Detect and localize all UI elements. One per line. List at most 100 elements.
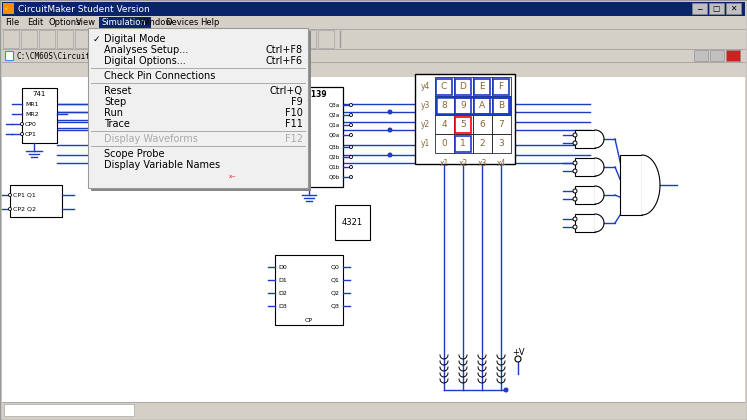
Text: ✓: ✓ [93, 34, 101, 44]
Circle shape [228, 142, 232, 147]
Bar [456, 97, 471, 113]
Text: Ctrl+Q: Ctrl+Q [270, 86, 303, 96]
Bar [575, 158, 595, 176]
Text: Q2: Q2 [331, 291, 340, 296]
Bar [174, 30, 190, 48]
Circle shape [228, 102, 232, 107]
Text: Reset: Reset [104, 86, 131, 96]
Text: Step: Step [104, 97, 126, 107]
Bar [2, 402, 745, 418]
Text: Display Waveforms: Display Waveforms [104, 134, 198, 144]
Text: Q0b: Q0b [329, 174, 340, 179]
Bar [5, 51, 13, 60]
Circle shape [228, 120, 232, 124]
Text: A1b: A1b [278, 144, 289, 150]
Text: Options: Options [48, 18, 81, 27]
Bar [575, 130, 595, 148]
Bar [456, 136, 471, 152]
Bar [120, 30, 136, 48]
Bar [692, 3, 707, 14]
Bar [210, 30, 226, 48]
Text: 8: 8 [441, 100, 447, 110]
Bar [436, 79, 453, 95]
Text: F9: F9 [291, 97, 303, 107]
Text: 7: 7 [498, 120, 504, 129]
Text: 74LS139: 74LS139 [291, 89, 327, 99]
Bar [39, 30, 55, 48]
Bar [454, 77, 473, 96]
Text: Q2b: Q2b [329, 155, 340, 160]
Bar [275, 87, 343, 187]
Bar [456, 116, 471, 132]
Bar [192, 30, 208, 48]
Text: Q0: Q0 [331, 265, 340, 270]
Text: Q1: Q1 [331, 278, 340, 283]
Bar [2, 49, 745, 62]
Circle shape [573, 161, 577, 165]
Text: F12: F12 [285, 134, 303, 144]
Text: View: View [76, 18, 96, 27]
Text: Digital Options...: Digital Options... [104, 56, 186, 66]
Bar [75, 30, 91, 48]
Circle shape [503, 388, 509, 393]
Text: CP1 Q1: CP1 Q1 [13, 192, 36, 197]
Bar [93, 30, 109, 48]
Bar [88, 28, 308, 188]
Circle shape [573, 141, 577, 145]
Text: A: A [479, 100, 485, 110]
Bar [57, 30, 73, 48]
Circle shape [265, 120, 270, 124]
Bar [156, 30, 172, 48]
Bar [246, 30, 262, 48]
Bar [264, 30, 280, 48]
Text: ⚡: ⚡ [3, 6, 7, 11]
Bar [473, 134, 492, 153]
Text: 0: 0 [441, 139, 447, 147]
Bar [595, 130, 604, 148]
Circle shape [350, 165, 353, 168]
Circle shape [20, 123, 23, 126]
Circle shape [350, 155, 353, 158]
Bar [22, 88, 57, 143]
Text: CP: CP [305, 318, 313, 323]
Bar [454, 96, 473, 115]
Text: ─: ─ [697, 4, 701, 13]
Circle shape [8, 194, 11, 197]
Text: Q0a: Q0a [329, 132, 340, 137]
Bar [2, 77, 745, 402]
Circle shape [388, 110, 392, 115]
Text: Q3: Q3 [331, 304, 340, 309]
Bar [473, 77, 492, 96]
Text: Q3a: Q3a [329, 102, 340, 108]
Bar [494, 97, 509, 113]
Bar [228, 30, 244, 48]
Text: Digital Mode: Digital Mode [104, 34, 166, 44]
Bar [435, 115, 454, 134]
Text: Run: Run [104, 108, 123, 118]
Text: D3: D3 [278, 304, 287, 309]
Text: x4: x4 [496, 159, 506, 168]
Text: 2: 2 [479, 139, 485, 147]
Text: Q2a: Q2a [329, 113, 340, 118]
Bar [91, 31, 311, 191]
Text: y1: y1 [421, 139, 430, 147]
Text: Eb: Eb [278, 166, 285, 171]
Text: y2: y2 [421, 120, 430, 129]
Text: File: File [5, 18, 19, 27]
Bar [99, 17, 151, 28]
Circle shape [273, 123, 277, 127]
Bar [595, 186, 604, 204]
Text: y4: y4 [421, 81, 430, 90]
Bar [10, 185, 62, 217]
Bar [335, 205, 370, 240]
Circle shape [265, 160, 270, 165]
Text: D1: D1 [278, 278, 287, 283]
Circle shape [350, 123, 353, 126]
Bar [575, 186, 595, 204]
Text: Check Pin Connections: Check Pin Connections [104, 71, 215, 81]
Circle shape [228, 160, 232, 165]
Bar [415, 74, 515, 164]
Text: 4321: 4321 [341, 218, 362, 226]
Text: MR1: MR1 [25, 102, 39, 107]
Text: F11: F11 [285, 119, 303, 129]
